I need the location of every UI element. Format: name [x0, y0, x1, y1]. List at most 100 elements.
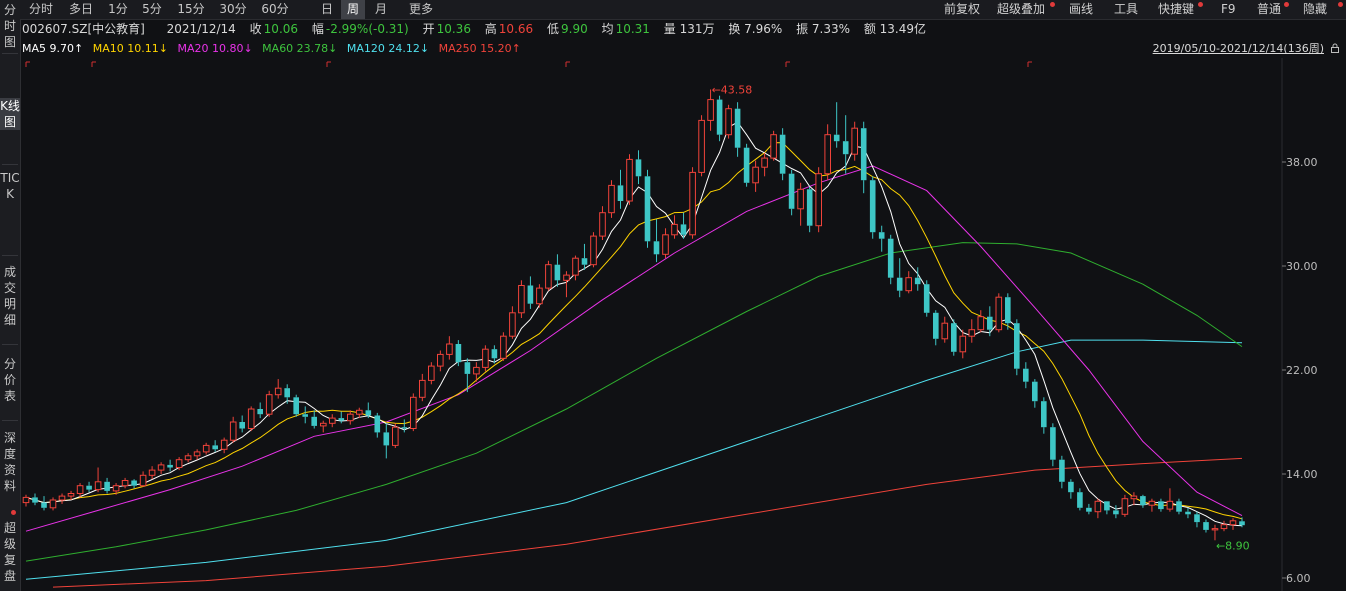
candle [157, 462, 165, 474]
normal-mode-button[interactable]: 普通 [1257, 2, 1282, 16]
timeframe-daily[interactable]: 日 [320, 2, 333, 16]
sidebar-item-tick[interactable]: TICK [0, 171, 20, 201]
candle [67, 490, 75, 500]
lock-icon[interactable] [1330, 43, 1340, 53]
candle [824, 124, 832, 181]
candle [933, 310, 939, 346]
timeframe-more[interactable]: 更多 [408, 2, 433, 16]
candle-body [22, 496, 30, 504]
ma60-legend: MA60 23.78↓ [262, 42, 338, 55]
candle [536, 284, 543, 308]
candle [572, 255, 579, 281]
price-tick-label: 6.00 [1286, 572, 1311, 585]
candle-body [815, 173, 823, 227]
candle [274, 379, 282, 399]
candle-body [554, 264, 561, 281]
candle [761, 152, 768, 177]
candle [1059, 455, 1065, 489]
candle [518, 280, 525, 318]
sidebar-divider [2, 53, 18, 54]
tools-button[interactable]: 工具 [1114, 2, 1139, 16]
sidebar-item-timeshare[interactable]: 分时图 [3, 3, 16, 49]
sidebar-divider [2, 255, 18, 256]
candle-body [220, 439, 228, 450]
candle-body [121, 480, 129, 487]
timeframe-timeshare[interactable]: 分时 [28, 2, 53, 16]
timeframe-1min[interactable]: 1分 [108, 2, 128, 16]
candle [869, 176, 876, 239]
candle-body [1077, 492, 1083, 508]
candle [491, 345, 498, 364]
timeframe-multiday[interactable]: 多日 [68, 2, 93, 16]
candle [995, 293, 1003, 333]
period-marker [1027, 61, 1032, 67]
candle [1086, 503, 1092, 515]
price-axis: 6.00 14.00 22.00 30.00 38.00 [1286, 156, 1318, 585]
candle-body [293, 397, 299, 415]
candle-body [1229, 520, 1237, 526]
stock-info-bar: 002607.SZ[中公教育] 2021/12/14 收 10.06 幅 -2.99… [20, 20, 1346, 39]
candle-body [1094, 500, 1102, 513]
candle-body [887, 238, 894, 278]
adjust-forward-button[interactable]: 前复权 [944, 2, 981, 16]
candle [698, 115, 705, 177]
low-label: 低 [546, 22, 559, 36]
kline-chart[interactable]: 6.00 14.00 22.00 30.00 38.00 ←43.58 ←8.90 [20, 58, 1346, 591]
super-overlay-button[interactable]: 超级叠加 [997, 2, 1046, 16]
date-range-label[interactable]: 2019/05/10-2021/12/14(136周) [1152, 42, 1324, 55]
candle [265, 390, 273, 417]
candle-body [869, 180, 876, 233]
candle [464, 358, 471, 393]
timeframe-30min[interactable]: 30分 [219, 2, 247, 16]
candle [689, 167, 696, 239]
candle-body [680, 224, 687, 235]
candle [1104, 501, 1110, 515]
candle [1113, 505, 1119, 519]
candle [365, 402, 372, 419]
draw-line-button[interactable]: 画线 [1069, 2, 1094, 16]
candle-body [1203, 522, 1209, 530]
candle-body [1050, 427, 1056, 460]
candle [914, 267, 921, 291]
candle-body [824, 134, 832, 175]
candle [1166, 488, 1174, 512]
timeframe-monthly[interactable]: 月 [374, 2, 387, 16]
sidebar-item-kline[interactable]: K线图 [0, 98, 20, 130]
candle-body [410, 396, 417, 429]
hide-button[interactable]: 隐藏 [1303, 2, 1328, 16]
sidebar-item-trade-detail[interactable]: 成交明细 [3, 265, 16, 327]
candle [473, 362, 480, 382]
ma250-legend: MA250 15.20↑ [438, 42, 521, 55]
candle [680, 212, 687, 239]
candle [815, 167, 823, 233]
sidebar-item-price-table[interactable]: 分价表 [3, 357, 16, 403]
candle [905, 271, 913, 294]
candle [131, 479, 137, 489]
candle-body [482, 348, 489, 368]
sidebar-item-depth-data[interactable]: 深度资料 [3, 431, 16, 493]
candle [104, 477, 110, 494]
sidebar-item-super-review[interactable]: 超级复盘 [3, 521, 16, 583]
timeframe-5min[interactable]: 5分 [142, 2, 162, 16]
timeframe-60min[interactable]: 60分 [261, 2, 289, 16]
candle [833, 102, 840, 148]
period-marker [25, 61, 30, 67]
timeframe-15min[interactable]: 15分 [177, 2, 205, 16]
candle [1130, 492, 1138, 506]
candle-body [509, 312, 516, 337]
candle [896, 258, 903, 298]
notification-dot-icon [1284, 2, 1289, 7]
candle [1050, 423, 1056, 467]
timeframe-weekly[interactable]: 周 [341, 0, 365, 19]
candle [58, 493, 66, 504]
candle-body [752, 166, 759, 184]
candle-body [383, 432, 390, 446]
f9-button[interactable]: F9 [1221, 2, 1236, 16]
candle [446, 336, 453, 360]
candle [707, 89, 714, 131]
shortcut-keys-button[interactable]: 快捷键 [1158, 2, 1195, 16]
candle [139, 471, 147, 487]
candle [842, 115, 849, 174]
candle-body [572, 257, 579, 276]
candle [437, 350, 444, 372]
